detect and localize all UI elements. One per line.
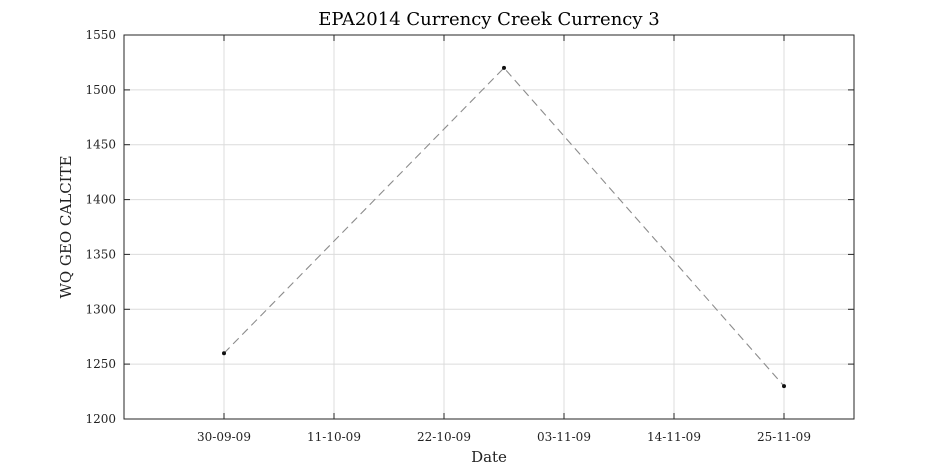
- x-tick-label: 03-11-09: [537, 430, 591, 444]
- series-line: [223, 67, 785, 387]
- y-tick-label: 1400: [85, 193, 116, 207]
- y-tick-label: 1200: [85, 412, 116, 426]
- y-tick-label: 1250: [85, 357, 116, 371]
- y-tick-label: 1300: [85, 302, 116, 316]
- x-axis-label: Date: [471, 448, 507, 466]
- y-axis-label: WQ GEO CALCITE: [57, 155, 75, 298]
- chart-title: EPA2014 Currency Creek Currency 3: [318, 9, 659, 30]
- y-tick-label: 1500: [85, 83, 116, 97]
- x-tick-label: 25-11-09: [757, 430, 811, 444]
- y-tick-label: 1550: [85, 28, 116, 42]
- data-point: [502, 65, 506, 70]
- x-tick-label: 30-09-09: [197, 430, 251, 444]
- x-tick-label: 11-10-09: [307, 430, 361, 444]
- y-tick-label: 1450: [85, 138, 116, 152]
- data-series: [222, 65, 786, 389]
- grid: [124, 34, 854, 420]
- plot-area-frame: [123, 34, 855, 420]
- data-point: [222, 351, 226, 356]
- axis-ticks: 30-09-09 11-10-09 22-10-09 03-11-09 14-11-09…: [85, 28, 854, 444]
- y-tick-label: 1350: [85, 247, 116, 261]
- data-point: [782, 384, 786, 389]
- x-tick-label: 22-10-09: [417, 430, 471, 444]
- x-tick-label: 14-11-09: [647, 430, 701, 444]
